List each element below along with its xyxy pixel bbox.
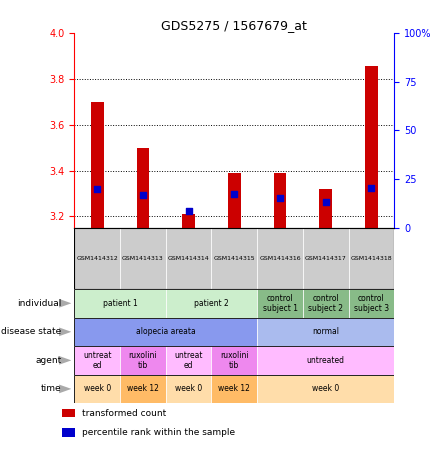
Bar — [120, 346, 166, 375]
Point — [139, 191, 146, 198]
Text: individual: individual — [17, 299, 61, 308]
Bar — [257, 375, 394, 403]
Bar — [319, 189, 332, 228]
Bar — [257, 228, 303, 289]
Text: untreat
ed: untreat ed — [83, 351, 112, 370]
Text: disease state: disease state — [1, 328, 61, 336]
Bar — [120, 228, 166, 289]
Point — [368, 184, 375, 192]
Polygon shape — [59, 328, 71, 336]
Bar — [182, 214, 195, 228]
Bar — [74, 346, 120, 375]
Bar — [212, 228, 257, 289]
Polygon shape — [59, 385, 71, 393]
Bar — [212, 375, 257, 403]
Polygon shape — [59, 299, 71, 308]
Bar — [349, 289, 394, 318]
Text: transformed count: transformed count — [82, 409, 166, 418]
Bar — [257, 346, 394, 375]
Bar — [74, 228, 120, 289]
Point — [322, 198, 329, 205]
Bar — [74, 318, 257, 346]
Point — [185, 207, 192, 215]
Bar — [274, 173, 286, 228]
Bar — [166, 228, 212, 289]
Text: GSM1414312: GSM1414312 — [76, 256, 118, 261]
Bar — [365, 66, 378, 228]
Point — [276, 194, 283, 201]
Bar — [212, 346, 257, 375]
Bar — [120, 375, 166, 403]
Text: patient 1: patient 1 — [103, 299, 138, 308]
Title: GDS5275 / 1567679_at: GDS5275 / 1567679_at — [161, 19, 307, 32]
Text: patient 2: patient 2 — [194, 299, 229, 308]
Bar — [303, 228, 349, 289]
Point — [94, 185, 101, 193]
Text: percentile rank within the sample: percentile rank within the sample — [82, 428, 235, 437]
Bar — [166, 289, 257, 318]
Text: time: time — [41, 385, 61, 393]
Text: GSM1414317: GSM1414317 — [305, 256, 346, 261]
Text: GSM1414313: GSM1414313 — [122, 256, 164, 261]
Text: week 0: week 0 — [175, 385, 202, 393]
Bar — [74, 375, 120, 403]
Text: GSM1414315: GSM1414315 — [213, 256, 255, 261]
Bar — [91, 102, 104, 228]
Bar — [137, 148, 149, 228]
Text: alopecia areata: alopecia areata — [136, 328, 196, 336]
Text: GSM1414318: GSM1414318 — [350, 256, 392, 261]
Text: control
subject 1: control subject 1 — [262, 294, 297, 313]
Text: GSM1414314: GSM1414314 — [168, 256, 209, 261]
Text: week 12: week 12 — [127, 385, 159, 393]
Text: untreated: untreated — [307, 356, 345, 365]
Bar — [62, 428, 75, 437]
Polygon shape — [59, 356, 71, 365]
Text: week 0: week 0 — [84, 385, 111, 393]
Bar — [74, 289, 166, 318]
Bar — [349, 228, 394, 289]
Text: ruxolini
tib: ruxolini tib — [220, 351, 249, 370]
Bar — [228, 173, 241, 228]
Bar — [62, 409, 75, 418]
Text: week 0: week 0 — [312, 385, 339, 393]
Point — [231, 190, 238, 198]
Text: GSM1414316: GSM1414316 — [259, 256, 301, 261]
Bar — [166, 346, 212, 375]
Bar — [257, 289, 303, 318]
Text: normal: normal — [312, 328, 339, 336]
Text: control
subject 2: control subject 2 — [308, 294, 343, 313]
Bar — [166, 375, 212, 403]
Text: week 12: week 12 — [219, 385, 250, 393]
Text: ruxolini
tib: ruxolini tib — [129, 351, 157, 370]
Bar — [303, 289, 349, 318]
Text: agent: agent — [35, 356, 61, 365]
Text: control
subject 3: control subject 3 — [354, 294, 389, 313]
Bar — [257, 318, 394, 346]
Text: untreat
ed: untreat ed — [174, 351, 203, 370]
